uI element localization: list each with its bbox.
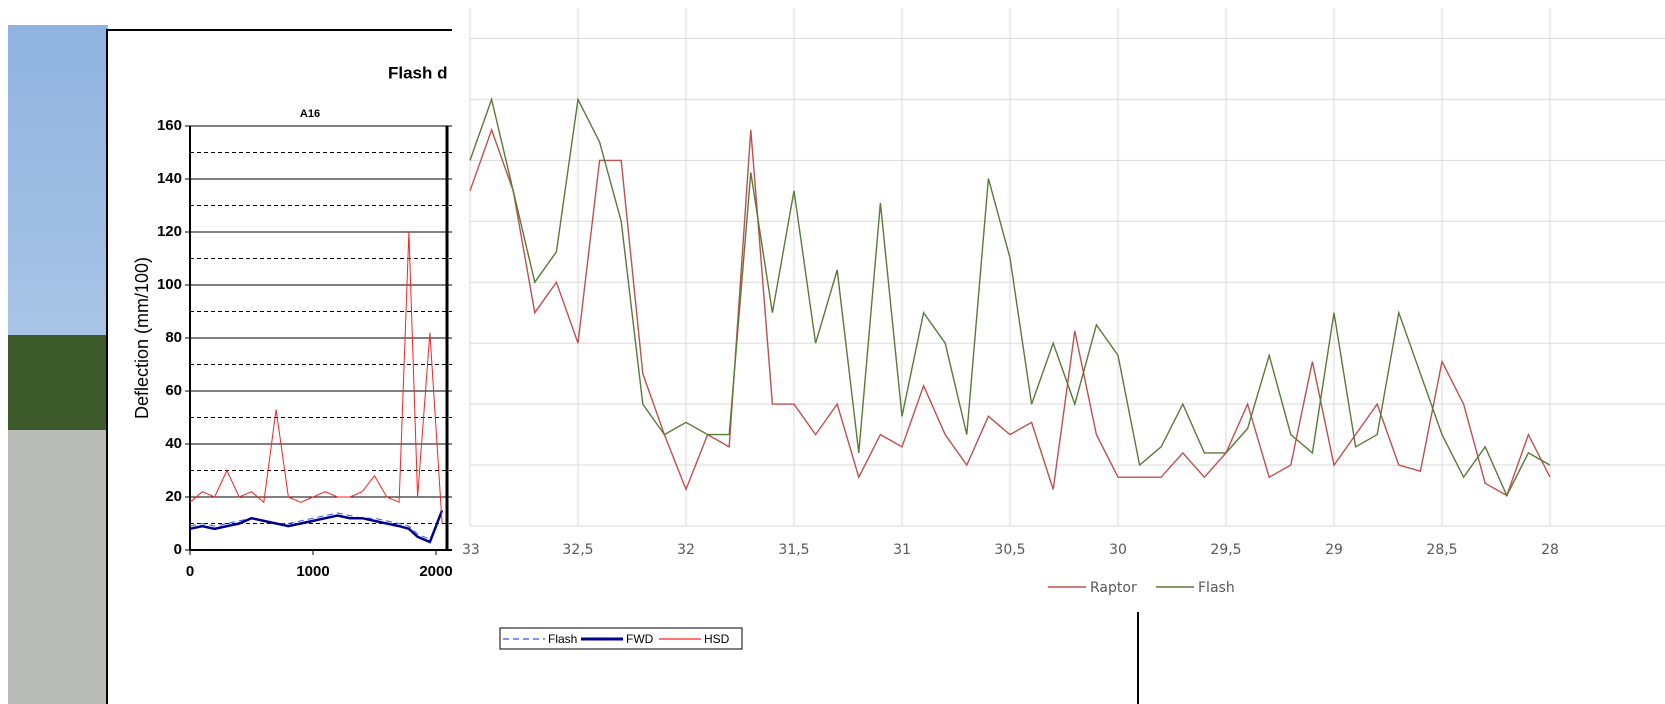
x-tick-label: 0 (186, 563, 194, 580)
legend-label: Flash (548, 632, 577, 646)
x-tick-label: 1000 (296, 563, 329, 580)
y-tick-label: 80 (165, 329, 182, 346)
y-tick-label: 160 (157, 117, 182, 134)
y-tick-label: 100 (157, 276, 182, 293)
x-tick-label: 29,5 (1210, 542, 1241, 558)
x-tick-label: 31 (893, 542, 911, 558)
x-tick-label: 33 (462, 542, 480, 558)
chart-subtitle: A16 (300, 108, 320, 120)
x-tick-label: 32,5 (562, 542, 593, 558)
series-line (469, 127, 1551, 497)
x-tick-label: 30 (1109, 542, 1127, 558)
series-line (469, 96, 1551, 498)
series-line (189, 231, 443, 524)
y-tick-label: 40 (165, 435, 182, 452)
x-tick-label: 29 (1325, 542, 1343, 558)
legend-label: FWD (626, 632, 654, 646)
photo-road (8, 430, 108, 704)
y-tick-label: 0 (174, 541, 182, 558)
x-tick-label: 32 (677, 542, 695, 558)
series-line (189, 509, 444, 544)
legend-label: HSD (704, 632, 730, 646)
chart-title: Flash d (388, 63, 448, 82)
y-tick-label: 120 (157, 223, 182, 240)
raptor-flash-chart: 33 32,5 32 31,5 31 30,5 30 29,5 29 28,5 28 Raptor Fl… (462, 8, 1665, 596)
y-tick-label: 20 (165, 488, 182, 505)
x-tick-label: 28,5 (1426, 542, 1457, 558)
y-tick-label: 60 (165, 382, 182, 399)
x-tick-label: 30,5 (994, 542, 1025, 558)
x-tick-label: 2000 (419, 563, 452, 580)
y-tick-label: 140 (157, 170, 182, 187)
series-line (189, 512, 443, 541)
chart-panel (452, 0, 1665, 612)
legend-label: Flash (1198, 580, 1235, 596)
x-tick-label: 31,5 (778, 542, 809, 558)
photo-trees (8, 335, 108, 440)
legend-label: Raptor (1090, 580, 1137, 596)
x-tick-label: 28 (1541, 542, 1559, 558)
y-axis-label: Deflection (mm/100) (132, 257, 152, 419)
